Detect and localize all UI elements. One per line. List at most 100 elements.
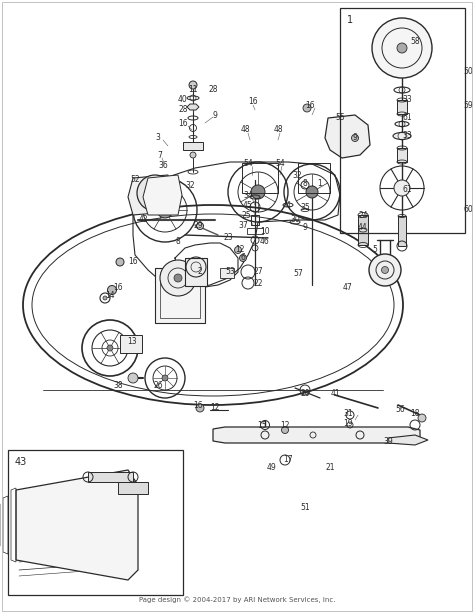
Text: 50: 50 xyxy=(463,67,473,77)
Bar xyxy=(155,268,205,323)
Text: 37: 37 xyxy=(238,221,248,229)
Text: 10: 10 xyxy=(260,227,270,237)
Text: 56: 56 xyxy=(395,406,405,414)
Text: 16: 16 xyxy=(178,118,188,128)
Text: 16: 16 xyxy=(128,257,138,267)
Bar xyxy=(118,482,148,494)
Text: 16: 16 xyxy=(113,283,123,292)
Text: 11: 11 xyxy=(188,85,198,94)
Text: 29: 29 xyxy=(193,221,203,229)
Text: 61: 61 xyxy=(402,186,412,194)
Bar xyxy=(247,228,263,234)
Polygon shape xyxy=(143,175,182,215)
Ellipse shape xyxy=(393,132,411,140)
Bar xyxy=(183,142,203,150)
Ellipse shape xyxy=(359,228,367,232)
Text: 27: 27 xyxy=(253,267,263,276)
Circle shape xyxy=(239,254,246,262)
Polygon shape xyxy=(213,427,420,443)
Circle shape xyxy=(303,104,311,112)
Circle shape xyxy=(137,175,173,211)
Text: 33: 33 xyxy=(402,131,412,140)
Text: 15: 15 xyxy=(257,421,267,430)
Text: 17: 17 xyxy=(283,455,293,465)
Circle shape xyxy=(151,189,159,197)
Text: 46: 46 xyxy=(260,237,270,246)
Text: 12: 12 xyxy=(280,421,290,430)
Text: 43: 43 xyxy=(15,457,27,467)
Text: 35: 35 xyxy=(300,204,310,213)
Text: 1: 1 xyxy=(347,15,353,25)
Bar xyxy=(340,8,465,233)
Bar xyxy=(298,163,330,193)
Circle shape xyxy=(235,246,241,254)
Circle shape xyxy=(128,373,138,383)
Text: 32: 32 xyxy=(185,180,195,189)
Text: 1: 1 xyxy=(318,178,322,188)
Text: 30: 30 xyxy=(290,216,300,224)
Text: 18: 18 xyxy=(410,408,420,417)
Text: 31: 31 xyxy=(343,408,353,417)
Text: 47: 47 xyxy=(343,283,353,292)
Circle shape xyxy=(107,345,113,351)
Circle shape xyxy=(352,134,358,142)
Bar xyxy=(160,273,200,318)
Text: 57: 57 xyxy=(293,268,303,278)
Bar xyxy=(8,450,183,595)
Text: 9: 9 xyxy=(212,110,218,120)
Text: 41: 41 xyxy=(330,389,340,397)
Circle shape xyxy=(108,286,117,294)
Circle shape xyxy=(116,258,124,266)
Text: 8: 8 xyxy=(302,178,307,188)
Circle shape xyxy=(282,427,289,433)
Text: 44: 44 xyxy=(358,224,368,232)
Circle shape xyxy=(418,414,426,422)
Text: 7: 7 xyxy=(157,151,163,159)
Polygon shape xyxy=(388,435,428,445)
Text: 40: 40 xyxy=(178,96,188,104)
Text: 24: 24 xyxy=(358,210,368,219)
Polygon shape xyxy=(187,104,199,110)
Circle shape xyxy=(197,223,203,229)
Text: Page design © 2004-2017 by ARI Network Services, Inc.: Page design © 2004-2017 by ARI Network S… xyxy=(139,596,335,603)
Bar xyxy=(185,258,207,286)
Text: 23: 23 xyxy=(223,234,233,243)
Circle shape xyxy=(196,404,204,412)
Text: 21: 21 xyxy=(325,463,335,473)
Bar xyxy=(358,215,368,245)
Circle shape xyxy=(174,274,182,282)
Text: 36: 36 xyxy=(158,161,168,170)
Polygon shape xyxy=(16,470,138,580)
Text: 59: 59 xyxy=(463,101,473,110)
Text: 12: 12 xyxy=(235,245,245,254)
Bar xyxy=(120,335,142,353)
Text: 58: 58 xyxy=(410,37,420,47)
Polygon shape xyxy=(128,175,172,215)
Circle shape xyxy=(160,260,196,296)
Text: 19: 19 xyxy=(343,419,353,427)
Text: 33: 33 xyxy=(402,96,412,104)
Circle shape xyxy=(369,254,401,286)
Circle shape xyxy=(397,43,407,53)
Polygon shape xyxy=(325,115,370,158)
Text: 9: 9 xyxy=(353,134,357,142)
Text: 22: 22 xyxy=(253,278,263,287)
Text: 54: 54 xyxy=(243,159,253,167)
Text: 48: 48 xyxy=(240,126,250,134)
Circle shape xyxy=(103,296,107,300)
Bar xyxy=(397,100,407,114)
Text: 45: 45 xyxy=(243,200,253,210)
Text: 48: 48 xyxy=(273,126,283,134)
Text: 6: 6 xyxy=(241,254,246,262)
Text: 16: 16 xyxy=(305,101,315,110)
Text: 8: 8 xyxy=(176,237,181,246)
Bar xyxy=(251,215,259,225)
Text: 13: 13 xyxy=(127,338,137,346)
Text: 52: 52 xyxy=(130,175,140,185)
Bar xyxy=(88,472,133,482)
Bar xyxy=(220,268,234,278)
Text: 28: 28 xyxy=(178,105,188,115)
Circle shape xyxy=(372,18,432,78)
Text: 20: 20 xyxy=(300,389,310,397)
Circle shape xyxy=(394,180,410,196)
